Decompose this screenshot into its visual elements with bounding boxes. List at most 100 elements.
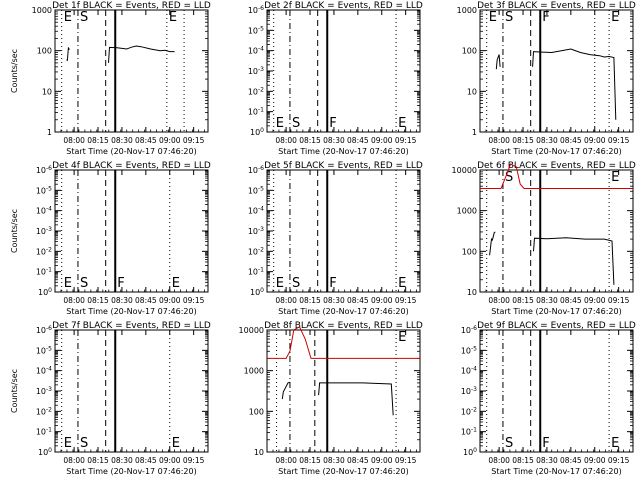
marker-label: F (329, 276, 336, 291)
x-tick-label: 08:00 (63, 136, 85, 145)
x-tick-label: 08:00 (275, 296, 297, 305)
x-tick-label: 09:15 (183, 136, 205, 145)
x-tick-label: 09:00 (159, 456, 181, 465)
y-tick-label: 10-5 (248, 185, 264, 195)
x-tick-label: 09:00 (584, 136, 606, 145)
lld-series-line (267, 326, 420, 359)
y-tick-label: 10-6 (248, 5, 264, 15)
y-tick-label: 100 (249, 407, 264, 416)
x-tick-label: 08:15 (512, 136, 534, 145)
marker-label: E (64, 276, 72, 291)
x-tick-label: 08:30 (536, 136, 558, 145)
y-tick-label: 10-5 (36, 185, 52, 195)
x-tick-label: 08:45 (347, 456, 369, 465)
x-axis-label: Start Time (20-Nov-17 07:46:20) (278, 467, 408, 476)
x-axis-label: Start Time (20-Nov-17 07:46:20) (66, 147, 196, 156)
y-tick-label: 10-2 (248, 246, 264, 256)
marker-label: E (276, 116, 284, 131)
x-tick-label: 09:15 (395, 136, 417, 145)
y-tick-label: 1 (472, 128, 477, 137)
x-tick-label: 08:45 (135, 456, 157, 465)
y-tick-label: 10-4 (36, 366, 52, 376)
x-axis-label: Start Time (20-Nov-17 07:46:20) (278, 147, 408, 156)
x-tick-label: 08:15 (87, 456, 109, 465)
x-tick-label: 09:00 (371, 296, 393, 305)
marker-label: E (64, 10, 72, 25)
x-tick-label: 08:30 (323, 456, 345, 465)
marker-label: E (172, 276, 180, 291)
x-tick-label: 08:45 (560, 456, 582, 465)
x-tick-label: 09:15 (608, 456, 630, 465)
marker-label: E (398, 330, 406, 345)
y-tick-label: 10-1 (36, 427, 52, 437)
x-tick-label: 08:45 (347, 136, 369, 145)
events-series-line (281, 381, 291, 400)
y-tick-label: 10-5 (36, 345, 52, 355)
x-tick-label: 09:15 (183, 296, 205, 305)
x-tick-label: 08:30 (111, 456, 133, 465)
chart-title: Det 2f BLACK = Events, RED = LLD (264, 1, 423, 11)
marker-label: F (542, 10, 549, 25)
x-tick-label: 08:45 (135, 136, 157, 145)
marker-label: S (505, 170, 513, 185)
y-tick-label: 10-4 (36, 206, 52, 216)
x-tick-label: 08:15 (299, 296, 321, 305)
y-tick-label: 1000 (457, 6, 477, 15)
marker-label: E (611, 436, 619, 451)
marker-label: E (611, 170, 619, 185)
y-tick-label: 10-1 (248, 107, 264, 117)
marker-label: S (292, 116, 300, 131)
x-axis-label: Start Time (20-Nov-17 07:46:20) (66, 467, 196, 476)
marker-label: S (80, 276, 88, 291)
y-tick-label: 10-4 (248, 206, 264, 216)
marker-label: E (169, 10, 177, 25)
events-series-line (489, 231, 496, 256)
x-tick-label: 08:00 (488, 296, 510, 305)
plot-frame (479, 169, 634, 293)
y-tick-label: 10-5 (461, 345, 477, 355)
y-tick-label: 10-5 (248, 25, 264, 35)
x-tick-label: 09:15 (608, 136, 630, 145)
chart-title: Det 6f BLACK = Events, RED = LLD (477, 161, 636, 171)
marker-label: E (398, 116, 406, 131)
events-series-line (533, 237, 615, 285)
x-axis-label: Start Time (20-Nov-17 07:46:20) (278, 307, 408, 316)
x-tick-label: 08:00 (275, 456, 297, 465)
events-series-line (108, 45, 175, 63)
x-axis-label: Start Time (20-Nov-17 07:46:20) (491, 307, 621, 316)
x-tick-label: 09:00 (584, 456, 606, 465)
x-tick-label: 08:15 (87, 296, 109, 305)
events-series-line (532, 48, 617, 120)
y-tick-label: 10 (254, 448, 264, 457)
chart-title: Det 8f BLACK = Events, RED = LLD (264, 321, 423, 331)
events-series-line (318, 382, 394, 416)
chart-title: Det 3f BLACK = Events, RED = LLD (477, 1, 636, 11)
x-tick-label: 08:15 (299, 456, 321, 465)
y-tick-label: 100 (250, 127, 264, 137)
y-tick-label: 10-4 (461, 366, 477, 376)
y-tick-label: 10-1 (461, 427, 477, 437)
y-tick-label: 10-6 (36, 165, 52, 175)
chart-title: Det 5f BLACK = Events, RED = LLD (264, 161, 423, 171)
x-tick-label: 08:15 (299, 136, 321, 145)
y-tick-label: 10000 (452, 166, 477, 175)
chart-panel-4: Det 4f BLACK = Events, RED = LLD 100 10-1 1… (10, 161, 211, 316)
y-tick-label: 10-2 (36, 406, 52, 416)
y-tick-label: 1000 (457, 207, 477, 216)
y-tick-label: 100 (463, 447, 477, 457)
y-tick-label: 10-6 (461, 325, 477, 335)
events-series-line (495, 54, 501, 70)
x-tick-label: 08:30 (536, 456, 558, 465)
x-tick-label: 08:00 (275, 136, 297, 145)
x-tick-label: 08:00 (63, 456, 85, 465)
x-tick-label: 08:30 (111, 136, 133, 145)
x-tick-label: 09:15 (183, 456, 205, 465)
x-tick-label: 09:15 (395, 456, 417, 465)
chart-panel-5: Det 5f BLACK = Events, RED = LLD 100 10-1 1… (248, 161, 423, 316)
y-tick-label: 10-1 (36, 267, 52, 277)
y-tick-label: 10-3 (461, 386, 477, 396)
y-tick-label: 1000 (244, 367, 264, 376)
marker-label: E (611, 10, 619, 25)
y-tick-label: 10-6 (36, 325, 52, 335)
chart-panel-6: Det 6f BLACK = Events, RED = LLD 10 100 100… (452, 161, 636, 316)
